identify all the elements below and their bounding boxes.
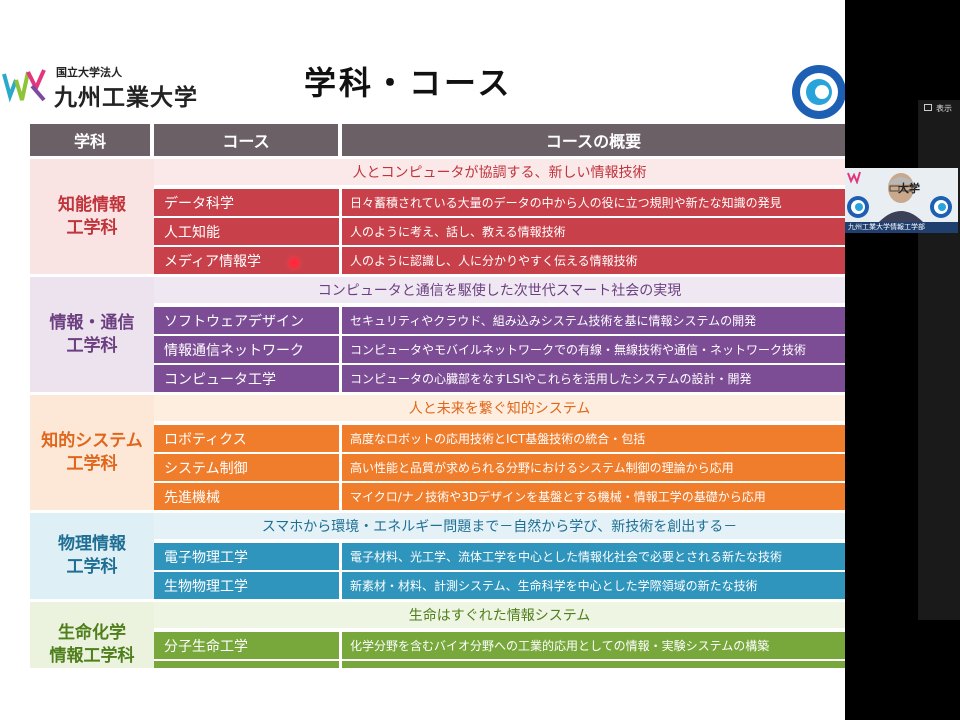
course-row: ソフトウェアデザイン セキュリティやクラウド、組み込みシステム技術を基に情報シス… [154,305,845,334]
department-tagline: 人とコンピュータが協調する、新しい情報技術 [154,159,845,187]
participant-emblem-right-icon [930,196,952,218]
logo-subtitle: 国立大学法人 [56,66,122,79]
course-row [154,659,845,668]
department-name: 情報・通信 工学科 [30,277,154,392]
department-section: 生命化学 情報工学科 生命はすぐれた情報システム 分子生命工学 化学分野を含むバ… [30,599,845,668]
department-section: 知能情報 工学科 人とコンピュータが協調する、新しい情報技術 データ科学 日々蓄… [30,156,845,274]
participant-video-tile[interactable]: 九州工業大学情報工学部 [845,168,958,233]
course-name: コンピュータ工学 [154,365,342,392]
course-description: 化学分野を含むバイオ分野への工業的応用としての情報・実験システムの構築 [350,639,770,653]
kyutech-logo-mark [2,69,46,103]
department-name: 知的システム 工学科 [30,395,154,510]
department-tagline: スマホから環境・エネルギー問題まで－自然から学び、新技術を創出する－ [154,513,845,541]
department-course-table: 学科 コース コースの概要 知能情報 工学科 人とコンピュータが協調する、新しい… [30,124,845,668]
department-tagline: 人と未来を繋ぐ知的システム [154,395,845,423]
participant-person-icon [879,173,923,222]
course-row: 電子物理工学 電子材料、光工学、流体工学を中心とした情報化社会で必要とされる新た… [154,541,845,570]
view-icon[interactable] [924,104,932,111]
course-name [154,661,342,668]
course-description: 高い性能と品質が求められる分野におけるシステム制御の理論から応用 [350,461,734,475]
course-row: データ科学 日々蓄積されている大量のデータの中から人の役に立つ規則や新たな知識の… [154,187,845,216]
header-course: コース [154,124,342,156]
course-description: コンピュータやモバイルネットワークでの有線・無線技術や通信・ネットワーク技術 [350,343,807,357]
logo-university-name: 九州工業大学 [54,85,198,111]
university-logo: 国立大学法人 九州工業大学 [2,62,222,112]
course-row: システム制御 高い性能と品質が求められる分野におけるシステム制御の理論から応用 [154,452,845,481]
course-description: 電子材料、光工学、流体工学を中心とした情報化社会で必要とされる新たな技術 [350,550,783,564]
course-description: セキュリティやクラウド、組み込みシステム技術を基に情報システムの開発 [350,314,757,328]
header-department: 学科 [30,124,154,156]
course-name: 生物物理工学 [154,572,342,599]
course-row: 先進機械 マイクロ/ナノ技術や3Dデザインを基盤とする機械・情報工学の基礎から応… [154,481,845,510]
course-description: 新素材・材料、計測システム、生命科学を中心とした学際領域の新たな技術 [350,579,758,593]
course-name: メディア情報学 [164,253,262,270]
course-description: マイクロ/ナノ技術や3Dデザインを基盤とする機械・情報工学の基礎から応用 [350,490,766,504]
department-tagline: 生命はすぐれた情報システム [154,602,845,630]
course-name: データ科学 [154,189,342,216]
course-name: 先進機械 [154,483,342,510]
course-description: コンピュータの心臓部をなすLSIやこれらを活用したシステムの設計・開発 [350,372,752,386]
course-row: 人工知能 人のように考え、話し、教える情報技術 [154,216,845,245]
course-row: 分子生命工学 化学分野を含むバイオ分野への工業的応用としての情報・実験システムの… [154,630,845,659]
table-header: 学科 コース コースの概要 [30,124,845,156]
participant-emblem-left-icon [847,196,869,218]
course-row: ロボティクス 高度なロボットの応用技術とICT基盤技術の統合・包括 [154,423,845,452]
course-name: 人工知能 [154,218,342,245]
department-section: 物理情報 工学科 スマホから環境・エネルギー問題まで－自然から学び、新技術を創出… [30,510,845,599]
course-row: コンピュータ工学 コンピュータの心臓部をなすLSIやこれらを活用したシステムの設… [154,363,845,392]
course-description: 高度なロボットの応用技術とICT基盤技術の統合・包括 [350,432,646,446]
course-row: メディア情報学 人のように認識し、人に分かりやすく伝える情報技術 [154,245,845,274]
course-name: システム制御 [154,454,342,481]
course-name: 分子生命工学 [154,632,342,659]
view-button[interactable]: 表示 [936,104,952,113]
course-description: 人のように認識し、人に分かりやすく伝える情報技術 [350,254,638,268]
course-name: 情報通信ネットワーク [154,336,342,363]
department-name: 生命化学 情報工学科 [30,602,154,668]
participant-logo-text: 大学 [898,182,920,195]
course-row: 生物物理工学 新素材・材料、計測システム、生命科学を中心とした学際領域の新たな技… [154,570,845,599]
department-tagline: コンピュータと通信を駆使した次世代スマート社会の実現 [154,277,845,305]
course-row: 情報通信ネットワーク コンピュータやモバイルネットワークでの有線・無線技術や通信… [154,334,845,363]
header-course-overview: コースの概要 [545,132,642,151]
department-section: 知的システム 工学科 人と未来を繋ぐ知的システム ロボティクス 高度なロボットの… [30,392,845,510]
course-description [342,661,845,668]
course-name-with-pointer: メディア情報学 [154,247,342,274]
course-description: 日々蓄積されている大量のデータの中から人の役に立つ規則や新たな知識の発見 [350,196,782,210]
course-name: ソフトウェアデザイン [154,307,342,334]
laser-pointer-icon [289,258,299,268]
university-emblem-icon [792,65,845,119]
department-name: 知能情報 工学科 [30,159,154,274]
course-name: 電子物理工学 [154,543,342,570]
course-description: 人のように考え、話し、教える情報技術 [350,225,566,239]
participant-logo-mark [847,171,861,184]
department-section: 情報・通信 工学科 コンピュータと通信を駆使した次世代スマート社会の実現 ソフト… [30,274,845,392]
slide-title: 学科・コース [304,64,513,102]
department-name: 物理情報 工学科 [30,513,154,599]
presentation-slide: 国立大学法人 九州工業大学 学科・コース 学科 コース コースの概要 知能情報 … [2,62,845,668]
course-name: ロボティクス [154,425,342,452]
participant-caption: 九州工業大学情報工学部 [845,222,958,233]
